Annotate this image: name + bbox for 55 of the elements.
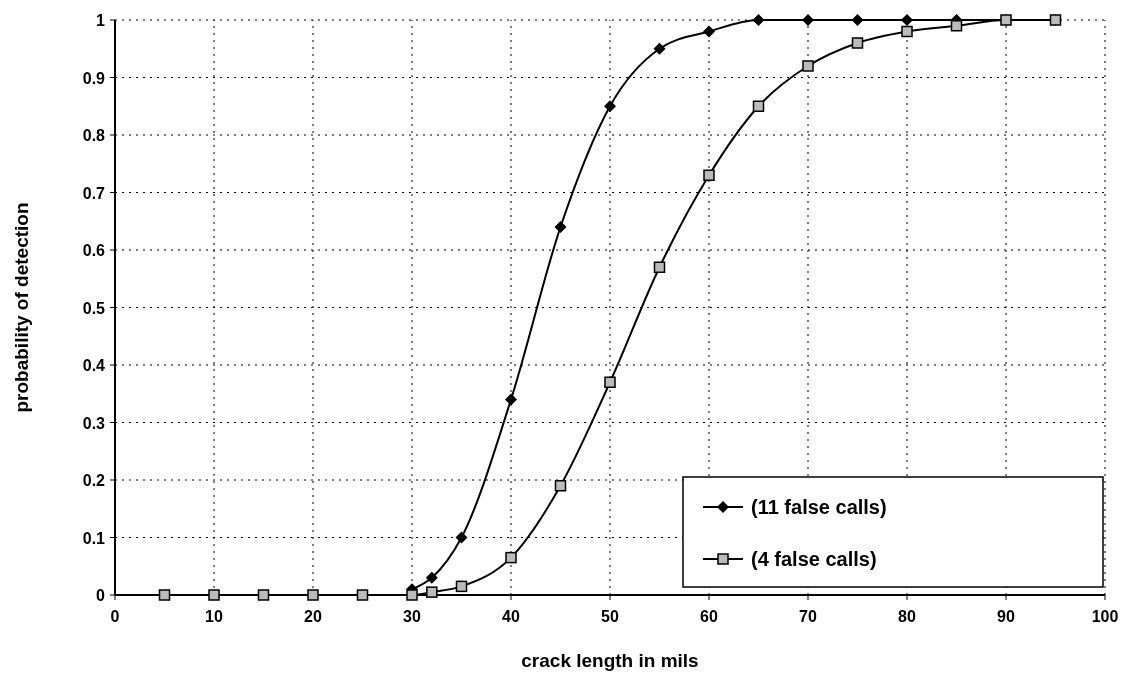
point — [604, 100, 616, 113]
point — [505, 393, 517, 406]
point — [425, 571, 438, 584]
point — [901, 14, 913, 26]
point — [406, 589, 418, 601]
point — [554, 221, 567, 233]
x-tick-label: 10 — [205, 608, 223, 625]
point — [307, 589, 319, 601]
y-tick-label: 0.1 — [82, 529, 106, 547]
y-tick-label: 0.5 — [82, 299, 106, 317]
y-tick-label: 0.2 — [82, 472, 106, 489]
point — [703, 25, 715, 38]
point — [653, 261, 666, 273]
point — [257, 589, 270, 601]
point — [752, 100, 765, 112]
point — [752, 14, 765, 26]
y-tick-label: 0.7 — [82, 184, 106, 202]
x-tick-label: 30 — [403, 608, 421, 625]
point — [901, 25, 913, 38]
point — [802, 60, 814, 72]
point — [208, 589, 220, 601]
point — [802, 14, 814, 26]
point — [426, 586, 438, 598]
point — [851, 37, 864, 49]
x-tick-label: 100 — [1091, 608, 1119, 625]
x-tick-label: 80 — [898, 608, 916, 625]
point — [455, 531, 468, 544]
x-tick-label: 90 — [997, 608, 1015, 625]
y-tick-label: 0 — [96, 587, 106, 604]
point — [356, 589, 369, 601]
x-tick-label: 50 — [601, 608, 619, 625]
point — [604, 376, 616, 388]
point — [851, 14, 864, 26]
x-tick-label: 20 — [304, 608, 322, 625]
y-tick-label: 0.6 — [82, 242, 106, 259]
legend-label: (11 false calls) — [751, 496, 887, 518]
legend-label: (4 false calls) — [751, 548, 877, 570]
y-tick-label: 0.8 — [82, 127, 106, 144]
point — [505, 551, 517, 564]
point — [455, 580, 468, 593]
x-tick-label: 60 — [700, 608, 718, 625]
y-axis-title: probability of detection — [11, 202, 32, 413]
point — [703, 169, 715, 181]
y-tick-label: 0.4 — [82, 357, 106, 374]
x-tick-label: 40 — [502, 608, 520, 625]
y-tick-label: 0.3 — [82, 414, 106, 432]
y-tick-label: 0.9 — [82, 69, 106, 87]
x-tick-label: 70 — [799, 608, 817, 625]
y-tick-label: 1 — [96, 12, 106, 29]
x-tick-label: 0 — [110, 608, 120, 625]
x-axis-title: crack length in mils — [521, 650, 699, 671]
point — [158, 589, 171, 601]
point — [653, 42, 666, 55]
point — [554, 480, 567, 492]
point — [950, 20, 963, 32]
